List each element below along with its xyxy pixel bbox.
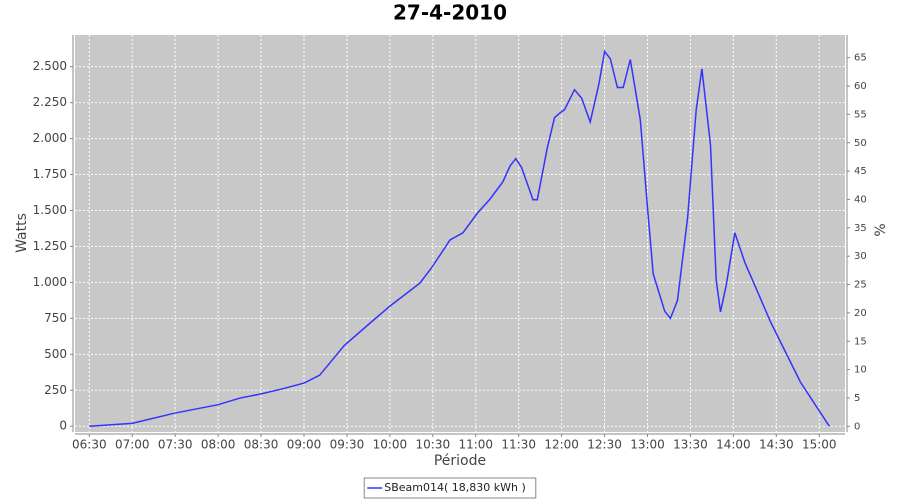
y2-tick-label: 5 <box>854 393 860 404</box>
x-tick-label: 13:00 <box>630 438 665 452</box>
y2-tick-label: 45 <box>854 166 867 177</box>
x-tick-label: 08:30 <box>244 438 279 452</box>
x-tick-label: 07:30 <box>158 438 193 452</box>
y2-tick-label: 20 <box>854 308 867 319</box>
chart-title: 27-4-2010 <box>393 1 507 25</box>
y-tick-label: 2.000 <box>33 131 67 145</box>
y-tick-label: 500 <box>44 347 67 361</box>
y-tick-label: 1.500 <box>33 203 67 217</box>
x-tick-label: 07:00 <box>115 438 150 452</box>
x-tick-label: 11:30 <box>501 438 536 452</box>
y-tick-label: 1.250 <box>33 239 67 253</box>
legend: SBeam014( 18,830 kWh ) <box>363 477 537 499</box>
y-tick-label: 1.000 <box>33 275 67 289</box>
y2-tick-label: 55 <box>854 109 867 120</box>
y2-tick-label: 15 <box>854 336 867 347</box>
legend-label: SBeam014( 18,830 kWh ) <box>384 481 526 494</box>
x-tick-label: 15:00 <box>802 438 837 452</box>
y2-tick-label: 30 <box>854 251 867 262</box>
y2-tick-label: 10 <box>854 365 867 376</box>
y-tick-label: 2.250 <box>33 95 67 109</box>
y-tick-label: 0 <box>59 419 67 433</box>
x-tick-label: 09:30 <box>330 438 365 452</box>
x-tick-label: 10:30 <box>416 438 451 452</box>
legend-box <box>363 477 537 499</box>
x-tick-label: 14:30 <box>759 438 794 452</box>
y2-tick-label: 35 <box>854 223 867 234</box>
x-tick-label: 11:00 <box>458 438 493 452</box>
y2-tick-label: 25 <box>854 280 867 291</box>
x-tick-label: 09:00 <box>287 438 322 452</box>
y2-tick-label: 0 <box>854 421 860 432</box>
y-tick-label: 250 <box>44 383 67 397</box>
x-tick-label: 14:00 <box>716 438 751 452</box>
y-axis-title: Watts <box>14 213 30 253</box>
x-tick-label: 06:30 <box>72 438 107 452</box>
x-tick-label: 08:00 <box>201 438 236 452</box>
y-tick-label: 750 <box>44 311 67 325</box>
x-axis-title: Période <box>434 453 486 469</box>
y2-axis-title: % <box>873 223 889 236</box>
x-tick-label: 12:00 <box>544 438 579 452</box>
series-line <box>89 49 830 427</box>
y2-tick-label: 40 <box>854 194 867 205</box>
y2-tick-label: 50 <box>854 138 867 149</box>
y2-tick-label: 65 <box>854 53 867 64</box>
y2-tick-label: 60 <box>854 81 867 92</box>
y-tick-label: 1.750 <box>33 167 67 181</box>
y-tick-label: 2.500 <box>33 59 67 73</box>
plot-background <box>75 35 845 432</box>
x-tick-label: 13:30 <box>673 438 708 452</box>
x-tick-label: 10:00 <box>373 438 408 452</box>
x-tick-label: 12:30 <box>587 438 622 452</box>
